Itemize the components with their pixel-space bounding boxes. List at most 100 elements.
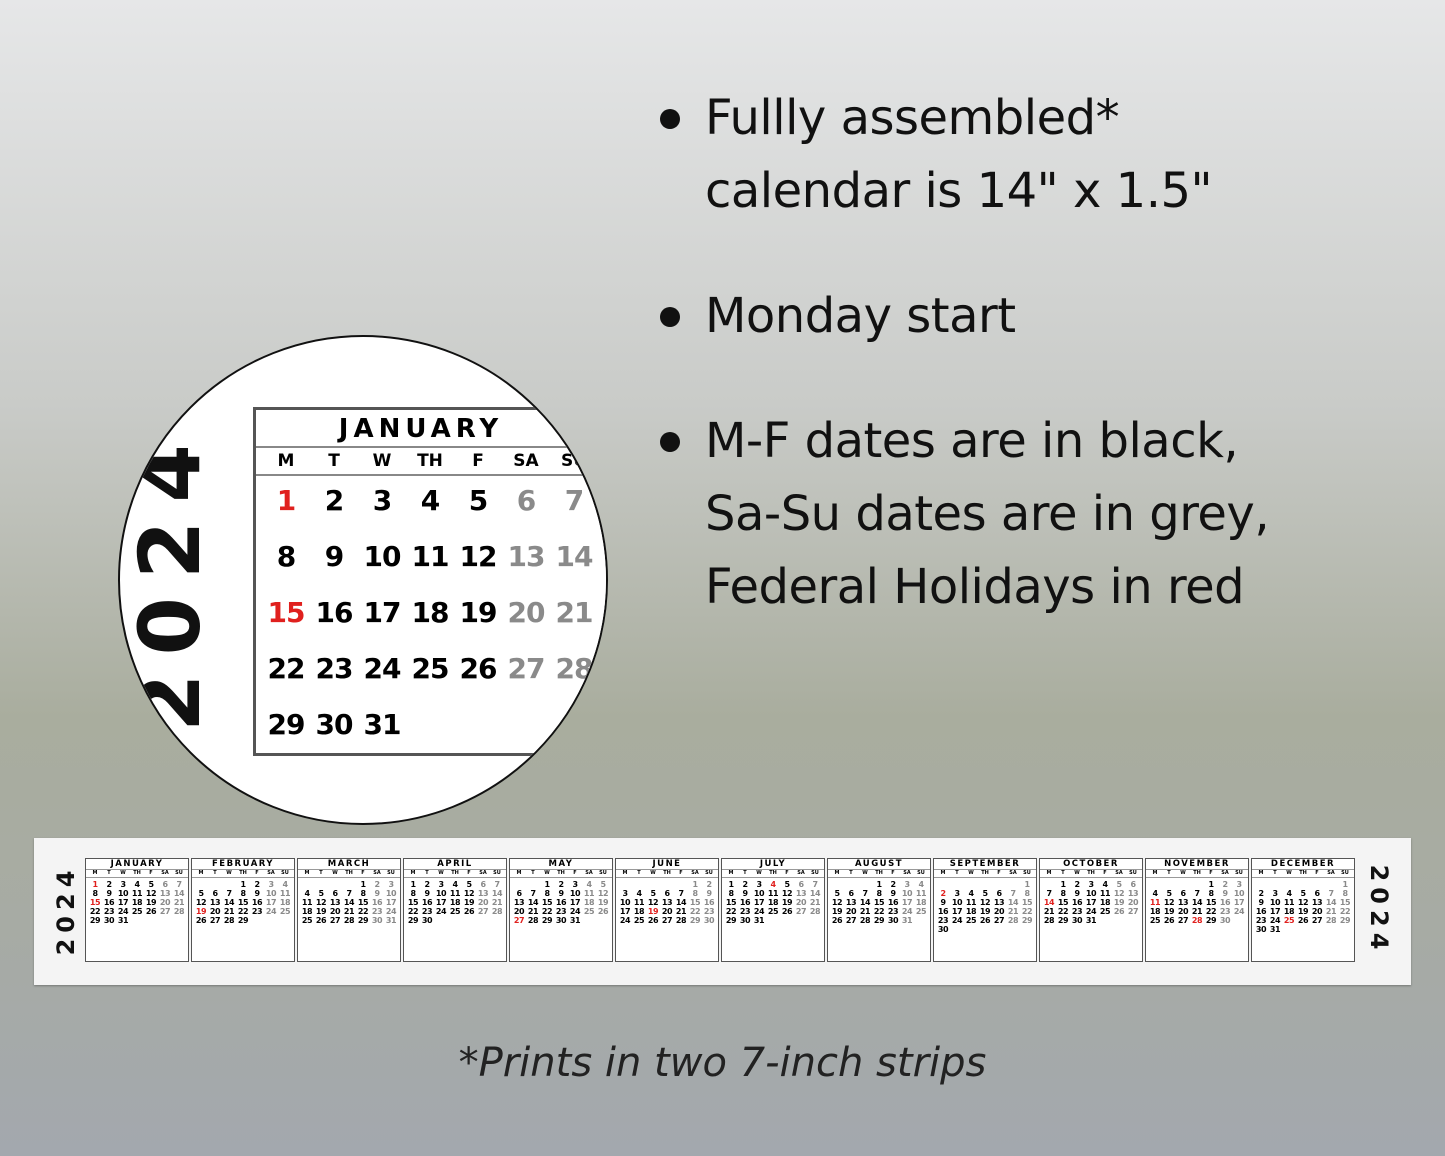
empty-cell — [1176, 880, 1190, 889]
day-cell: 22 — [407, 907, 419, 916]
weekday-label: TH — [451, 870, 459, 876]
day-cell: 5 — [834, 889, 840, 898]
weekday-label: F — [1315, 870, 1319, 876]
weekday-label: SA — [585, 870, 593, 876]
day-cell: 31 — [901, 916, 913, 925]
day-cell: 3 — [954, 889, 960, 898]
weekday-label: T — [213, 870, 217, 876]
day-cell: 18 — [915, 898, 927, 907]
day-cell: 13 — [1177, 898, 1189, 907]
feature-list: Fullly assembled* calendar is 14" x 1.5" M… — [660, 82, 1420, 676]
day-cell: 16 — [937, 907, 949, 916]
day-cell: 12 — [597, 889, 609, 898]
day-cell: 29 — [541, 916, 553, 925]
day-cell: 9 — [424, 889, 430, 898]
day-cell: 15 — [873, 898, 885, 907]
day-cell: 4 — [134, 880, 140, 889]
day-cell: 15 — [541, 898, 553, 907]
day-cell: 8 — [544, 889, 550, 898]
empty-cell — [674, 880, 688, 889]
day-cell: 6 — [480, 880, 486, 889]
day-cell: 12 — [459, 540, 498, 573]
day-cell: 11 — [915, 889, 927, 898]
month-block: JUNE M T W TH F SA SU 1 2 3 4 5 6 7 8 9 10 11 12 13 14 15 16 17 1… — [615, 858, 719, 962]
day-cell: 14 — [675, 898, 687, 907]
day-cell: 11 — [965, 898, 977, 907]
day-cell: 20 — [1127, 898, 1139, 907]
weekday-label: M — [622, 870, 628, 876]
day-cell: 23 — [739, 907, 751, 916]
empty-cell — [618, 880, 632, 889]
empty-cell — [1042, 880, 1056, 889]
day-cell: 22 — [1021, 907, 1033, 916]
day-cell: 29 — [407, 916, 419, 925]
weekday-label: M — [1046, 870, 1052, 876]
day-cell: 19 — [831, 907, 843, 916]
weekday-header: M T W TH F SA SU — [828, 870, 930, 878]
weekday-label: SU — [1023, 870, 1031, 876]
day-cell: 8 — [1208, 889, 1214, 898]
day-cell: 8 — [410, 889, 416, 898]
month-name: JANUARY — [256, 410, 606, 448]
empty-cell — [300, 880, 314, 889]
day-cell: 22 — [689, 907, 701, 916]
day-cell: 13 — [513, 898, 525, 907]
day-cell: 13 — [507, 540, 546, 573]
day-cell: 18 — [411, 596, 450, 629]
day-cell: 20 — [209, 907, 221, 916]
weekday-label: T — [637, 870, 641, 876]
day-cell: 30 — [1255, 925, 1267, 934]
day-cell: 23 — [103, 907, 115, 916]
day-cell: 18 — [583, 898, 595, 907]
bullet-line: Fullly assembled* — [705, 90, 1120, 146]
day-cell: 21 — [343, 907, 355, 916]
weekday-label: SA — [691, 870, 699, 876]
day-cell: 7 — [226, 889, 232, 898]
day-cell: 15 — [1057, 898, 1069, 907]
month-name: MAY — [510, 859, 612, 870]
empty-cell — [512, 880, 526, 889]
weekday-label: W — [438, 870, 444, 876]
day-cell: 31 — [569, 916, 581, 925]
day-cell: 13 — [329, 898, 341, 907]
day-cell: 4 — [282, 880, 288, 889]
year-label-right: 2024 — [1365, 864, 1393, 956]
day-cell: 4 — [968, 889, 974, 898]
day-cell: 19 — [315, 907, 327, 916]
day-cell: 4 — [918, 880, 924, 889]
weekday-label: F — [785, 870, 789, 876]
weekday-label: F — [467, 870, 471, 876]
weekday-header: M T W TH F SA SU — [192, 870, 294, 878]
empty-cell — [964, 880, 978, 889]
empty-cell — [936, 880, 950, 889]
day-cell: 7 — [1010, 889, 1016, 898]
day-cell: 23 — [887, 907, 899, 916]
day-cell: 3 — [372, 484, 392, 517]
day-cell: 16 — [555, 898, 567, 907]
month-name: JANUARY — [86, 859, 188, 870]
day-cell: 5 — [1166, 889, 1172, 898]
day-cell: 15 — [407, 898, 419, 907]
day-cell: 18 — [1099, 898, 1111, 907]
day-cell: 13 — [209, 898, 221, 907]
day-cell: 10 — [619, 898, 631, 907]
month-block: FEBRUARY M T W TH F SA SU 1 2 3 4 5 6 7 8 9 10 11 12 13 14 15 1… — [191, 858, 295, 962]
day-cell: 25 — [915, 907, 927, 916]
empty-cell — [1162, 880, 1176, 889]
weekday-header: M T W TH F SA SU — [1252, 870, 1354, 878]
weekday-label: SU — [1129, 870, 1137, 876]
day-cell: 28 — [555, 652, 594, 685]
day-cell: 19 — [1163, 907, 1175, 916]
empty-cell — [1254, 880, 1268, 889]
weekday-label: M — [1258, 870, 1264, 876]
day-cell: 28 — [1007, 916, 1019, 925]
day-cell: 10 — [363, 540, 402, 573]
day-cell: 1 — [1208, 880, 1214, 889]
weekday-label: SA — [1221, 870, 1229, 876]
day-cell: 23 — [937, 916, 949, 925]
weekday-label: M — [410, 870, 416, 876]
day-cell: 1 — [240, 880, 246, 889]
day-cell: 10 — [753, 889, 765, 898]
day-cell: 16 — [251, 898, 263, 907]
day-cell: 28 — [527, 916, 539, 925]
